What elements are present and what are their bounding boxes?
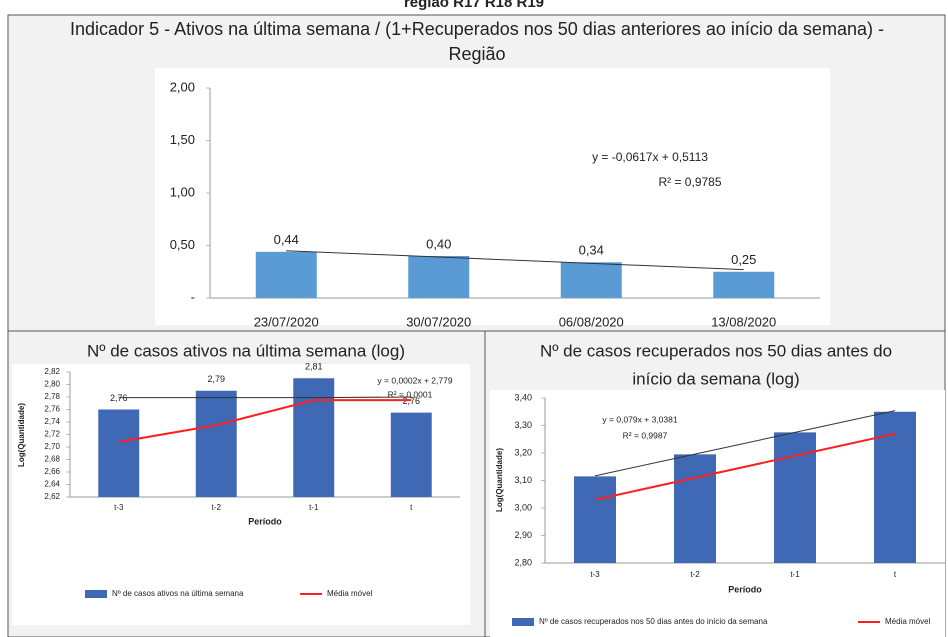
y-tick-label: 3,00 xyxy=(514,502,532,512)
x-tick-label: t xyxy=(894,570,897,579)
y-tick-label: 2,68 xyxy=(44,455,60,464)
trend-equation: y = 0,079x + 3,0381 xyxy=(602,414,677,424)
legend-swatch xyxy=(512,618,534,626)
y-tick-label: 3,40 xyxy=(514,392,532,402)
trend-r2: R² = 0,9785 xyxy=(658,175,721,189)
y-tick-label: 3,30 xyxy=(514,420,532,430)
x-tick-label: 06/08/2020 xyxy=(559,314,624,329)
y-tick-label: 2,80 xyxy=(44,380,60,389)
y-tick-label: 2,74 xyxy=(44,417,60,426)
bar xyxy=(408,256,470,298)
bar xyxy=(255,251,317,298)
y-axis-title: Log(Quantidade) xyxy=(17,403,26,467)
trendline xyxy=(594,410,896,477)
y-tick-label: 2,90 xyxy=(514,530,532,540)
y-axis-title: Log(Quantidade) xyxy=(495,448,504,512)
chart-title: Região xyxy=(448,44,505,64)
x-tick-label: 13/08/2020 xyxy=(711,314,776,329)
y-tick-label: 2,80 xyxy=(514,557,532,567)
y-tick-label: 0,50 xyxy=(170,237,195,252)
trendline xyxy=(118,396,412,399)
x-axis-title: Período xyxy=(728,584,762,594)
y-tick-label: 2,72 xyxy=(44,430,60,439)
value-label: 0,40 xyxy=(426,236,451,251)
bar xyxy=(293,378,335,497)
y-tick-label: 2,64 xyxy=(44,480,60,489)
legend-label: Média móvel xyxy=(327,589,373,598)
y-tick-label: 2,70 xyxy=(44,442,60,451)
y-tick-label: 3,10 xyxy=(514,475,532,485)
bar xyxy=(713,271,775,298)
plot-box xyxy=(490,390,945,637)
chart-title: Indicador 5 - Ativos na última semana / … xyxy=(70,19,884,39)
chart-title: Nº de casos recuperados nos 50 dias ante… xyxy=(540,341,892,360)
bar xyxy=(390,412,432,497)
trendline xyxy=(286,250,744,271)
x-tick-label: t xyxy=(410,503,413,512)
legend-swatch xyxy=(85,590,107,598)
x-tick-label: t-3 xyxy=(114,503,124,512)
x-tick-label: t-3 xyxy=(590,570,600,579)
y-tick-label: 2,66 xyxy=(44,467,60,476)
bar xyxy=(674,454,716,563)
trend-r2: R² = 0,9987 xyxy=(623,430,668,440)
x-tick-label: 30/07/2020 xyxy=(406,314,471,329)
y-tick-label: 1,50 xyxy=(170,132,195,147)
value-label: 0,25 xyxy=(731,252,756,267)
y-tick-label: - xyxy=(191,289,195,304)
header: região R17 R18 R19 xyxy=(404,0,544,11)
value-label: 2,79 xyxy=(207,374,225,384)
legend-label: Média móvel xyxy=(885,617,931,626)
line xyxy=(118,399,412,443)
bar xyxy=(98,409,140,497)
y-tick-label: 1,00 xyxy=(170,184,195,199)
value-label: 0,44 xyxy=(274,232,299,247)
bar xyxy=(774,432,816,563)
chart-title: início da semana (log) xyxy=(632,369,799,388)
y-tick-label: 2,82 xyxy=(44,367,60,376)
chart-title: Nº de casos ativos na última semana (log… xyxy=(87,341,405,360)
bar xyxy=(574,476,616,563)
value-label: 2,81 xyxy=(305,362,323,372)
y-tick-label: 2,62 xyxy=(44,492,60,501)
x-axis-title: Período xyxy=(248,516,282,526)
line xyxy=(594,432,896,501)
bar xyxy=(195,390,237,497)
trend-equation: y = -0,0617x + 0,5113 xyxy=(592,150,708,164)
legend-label: Nº de casos ativos na última semana xyxy=(112,589,244,598)
value-label: 0,34 xyxy=(579,243,604,258)
x-tick-label: t-1 xyxy=(790,570,800,579)
legend-label: Nº de casos recuperados nos 50 dias ante… xyxy=(539,617,768,626)
x-tick-label: 23/07/2020 xyxy=(254,314,319,329)
y-tick-label: 2,78 xyxy=(44,392,60,401)
bar xyxy=(560,262,622,298)
x-tick-label: t-1 xyxy=(309,503,319,512)
trend-r2: R² = 0,0001 xyxy=(388,389,433,399)
y-tick-label: 2,76 xyxy=(44,405,60,414)
x-tick-label: t-2 xyxy=(212,503,222,512)
y-tick-label: 3,20 xyxy=(514,447,532,457)
trend-equation: y = 0,0002x + 2,779 xyxy=(377,375,452,385)
x-tick-label: t-2 xyxy=(690,570,700,579)
y-tick-label: 2,00 xyxy=(170,79,195,94)
